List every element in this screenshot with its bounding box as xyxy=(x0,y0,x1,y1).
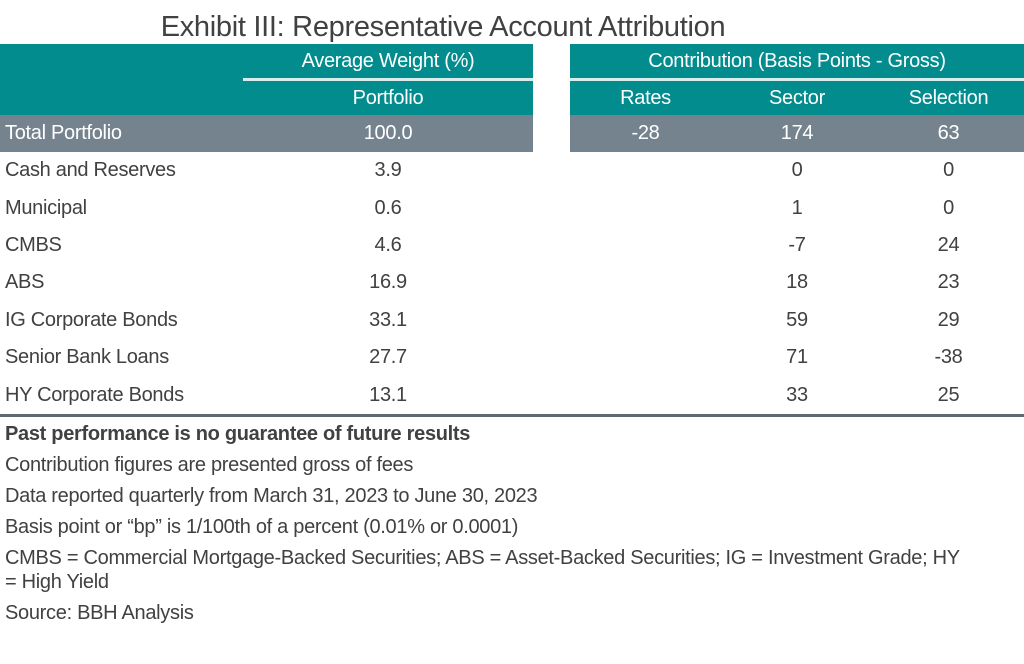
footnote-source: Source: BBH Analysis xyxy=(5,601,194,624)
portfolio-weight: 4.6 xyxy=(374,233,402,256)
column-gutter xyxy=(533,264,570,302)
row-label: CMBS xyxy=(5,233,62,256)
sector-value: 33 xyxy=(786,383,808,406)
group-header-spacer xyxy=(0,44,243,78)
footnotes: Past performance is no guarantee of futu… xyxy=(0,417,1024,625)
rates-value xyxy=(570,189,721,226)
attribution-table: Average Weight (%) Contribution (Basis P… xyxy=(0,44,1024,414)
sector-value: 18 xyxy=(786,271,808,294)
column-gutter xyxy=(533,78,570,81)
row-label: Municipal xyxy=(5,196,87,219)
exhibit-title: Exhibit III: Representative Account Attr… xyxy=(160,11,726,43)
footnote-basis-point-definition: Basis point or “bp” is 1/100th of a perc… xyxy=(5,515,519,538)
rates-value xyxy=(570,302,721,339)
footnote-past-performance: Past performance is no guarantee of futu… xyxy=(5,422,471,445)
column-gutter xyxy=(533,338,570,377)
total-selection-value: 63 xyxy=(873,115,1024,152)
row-label: HY Corporate Bonds xyxy=(5,383,184,406)
column-gutter xyxy=(533,189,570,227)
sector-column-header: Sector xyxy=(721,81,873,115)
sector-value: 59 xyxy=(786,308,808,331)
row-label: ABS xyxy=(5,271,45,294)
portfolio-weight: 27.7 xyxy=(369,346,407,369)
selection-column-header: Selection xyxy=(873,81,1024,115)
selection-value: 0 xyxy=(943,159,954,182)
avg-weight-group-header: Average Weight (%) xyxy=(243,44,533,78)
portfolio-weight: 13.1 xyxy=(369,383,407,406)
total-rates-value: -28 xyxy=(570,115,721,152)
selection-value: 0 xyxy=(943,196,954,219)
portfolio-weight: 33.1 xyxy=(369,308,407,331)
column-gutter xyxy=(533,81,570,115)
column-gutter xyxy=(533,152,570,190)
sector-value: 71 xyxy=(786,346,808,369)
rates-value xyxy=(570,152,721,189)
rates-column-header: Rates xyxy=(570,81,721,115)
footnote-abbreviations: CMBS = Commercial Mortgage-Backed Securi… xyxy=(5,546,960,593)
rates-value xyxy=(570,376,721,413)
column-gutter xyxy=(533,226,570,265)
portfolio-weight: 0.6 xyxy=(374,196,402,219)
row-label: Senior Bank Loans xyxy=(5,346,169,369)
selection-value: 25 xyxy=(937,383,960,406)
footnote-gross-of-fees: Contribution figures are presented gross… xyxy=(5,453,414,476)
selection-value: 23 xyxy=(937,271,960,294)
column-gutter xyxy=(533,301,570,339)
row-label: Cash and Reserves xyxy=(5,159,176,182)
sector-value: -7 xyxy=(788,233,806,256)
total-row-label: Total Portfolio xyxy=(0,115,243,152)
column-gutter xyxy=(533,44,570,78)
rates-value xyxy=(570,339,721,376)
rates-value xyxy=(570,264,721,301)
table-bottom-border xyxy=(0,413,1024,417)
portfolio-weight: 3.9 xyxy=(374,159,402,182)
total-portfolio-weight: 100.0 xyxy=(243,115,533,152)
column-gutter xyxy=(533,376,570,414)
portfolio-weight: 16.9 xyxy=(369,271,407,294)
separator-left-spacer xyxy=(0,78,243,81)
row-label: IG Corporate Bonds xyxy=(5,308,178,331)
avg-weight-underline xyxy=(243,78,533,81)
selection-value: 29 xyxy=(937,308,960,331)
sector-value: 0 xyxy=(791,159,803,182)
rates-value xyxy=(570,227,721,264)
selection-value: 24 xyxy=(937,233,960,256)
footnote-reporting-period: Data reported quarterly from March 31, 2… xyxy=(5,484,538,507)
contribution-group-header: Contribution (Basis Points - Gross) xyxy=(570,44,1024,78)
total-sector-value: 174 xyxy=(721,115,873,152)
selection-value: -38 xyxy=(934,346,963,369)
sub-header-spacer xyxy=(0,81,243,115)
contribution-underline xyxy=(570,78,1024,81)
sector-value: 1 xyxy=(791,196,803,219)
portfolio-column-header: Portfolio xyxy=(243,81,533,115)
column-gutter xyxy=(533,115,570,152)
